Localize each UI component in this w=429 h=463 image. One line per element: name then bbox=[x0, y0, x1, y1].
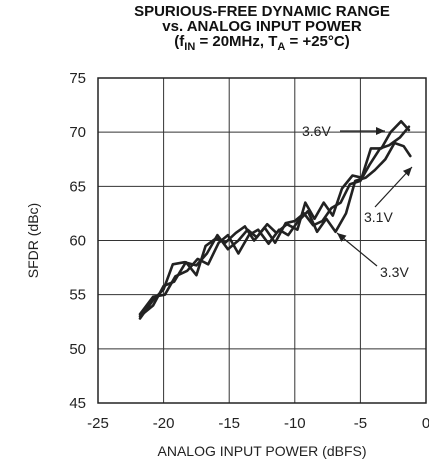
title-close: = +25°C) bbox=[285, 33, 350, 50]
y-tick-label: 55 bbox=[69, 287, 86, 304]
annotation-label: 3.6V bbox=[302, 123, 331, 139]
x-tick-label: -20 bbox=[153, 415, 175, 432]
title-sub-a: A bbox=[277, 41, 286, 53]
x-tick-label: -25 bbox=[87, 415, 109, 432]
y-tick-label: 75 bbox=[69, 70, 86, 87]
annotation-arrowhead bbox=[337, 233, 347, 242]
y-tick-label: 60 bbox=[69, 233, 86, 250]
series-group bbox=[138, 120, 412, 320]
annotation-label: 3.3V bbox=[380, 264, 409, 280]
y-tick-labels: 45 50 55 60 65 70 75 bbox=[69, 70, 86, 412]
x-tick-label: -5 bbox=[354, 415, 367, 432]
chart-title-line-2: vs. ANALOG INPUT POWER bbox=[162, 18, 362, 35]
x-axis-label: ANALOG INPUT POWER (dBFS) bbox=[158, 443, 367, 459]
x-tick-label: -10 bbox=[284, 415, 306, 432]
annotation-arrowhead bbox=[402, 167, 412, 177]
y-tick-label: 65 bbox=[69, 178, 86, 195]
y-axis-label: SFDR (dBc) bbox=[25, 203, 41, 278]
chart-title: SPURIOUS-FREE DYNAMIC RANGE vs. ANALOG I… bbox=[98, 4, 426, 55]
series-line-3-1V bbox=[138, 125, 411, 318]
y-tick-label: 50 bbox=[69, 341, 86, 358]
title-open: (f bbox=[174, 33, 185, 50]
x-tick-label: -15 bbox=[218, 415, 240, 432]
plot-frame bbox=[97, 77, 427, 404]
chart-title-line-3: (fIN = 20MHz, TA = +25°C) bbox=[98, 34, 426, 55]
title-sub-in: IN bbox=[184, 41, 196, 53]
grid bbox=[97, 77, 427, 404]
x-tick-label: 0 bbox=[422, 415, 429, 432]
y-tick-label: 45 bbox=[69, 395, 86, 412]
y-tick-label: 70 bbox=[69, 124, 86, 141]
title-mid: = 20MHz, T bbox=[195, 33, 278, 50]
annotation-arrowhead bbox=[376, 127, 385, 135]
annotation-leader bbox=[374, 166, 413, 208]
series-line-3-3V bbox=[138, 141, 412, 316]
chart-title-line-1: SPURIOUS-FREE DYNAMIC RANGE bbox=[134, 3, 390, 20]
x-tick-labels: -25 -20 -15 -10 -5 0 bbox=[87, 415, 429, 432]
annotations: 3.6V 3.1V 3.3V bbox=[302, 123, 413, 280]
annotation-label: 3.1V bbox=[364, 209, 393, 225]
